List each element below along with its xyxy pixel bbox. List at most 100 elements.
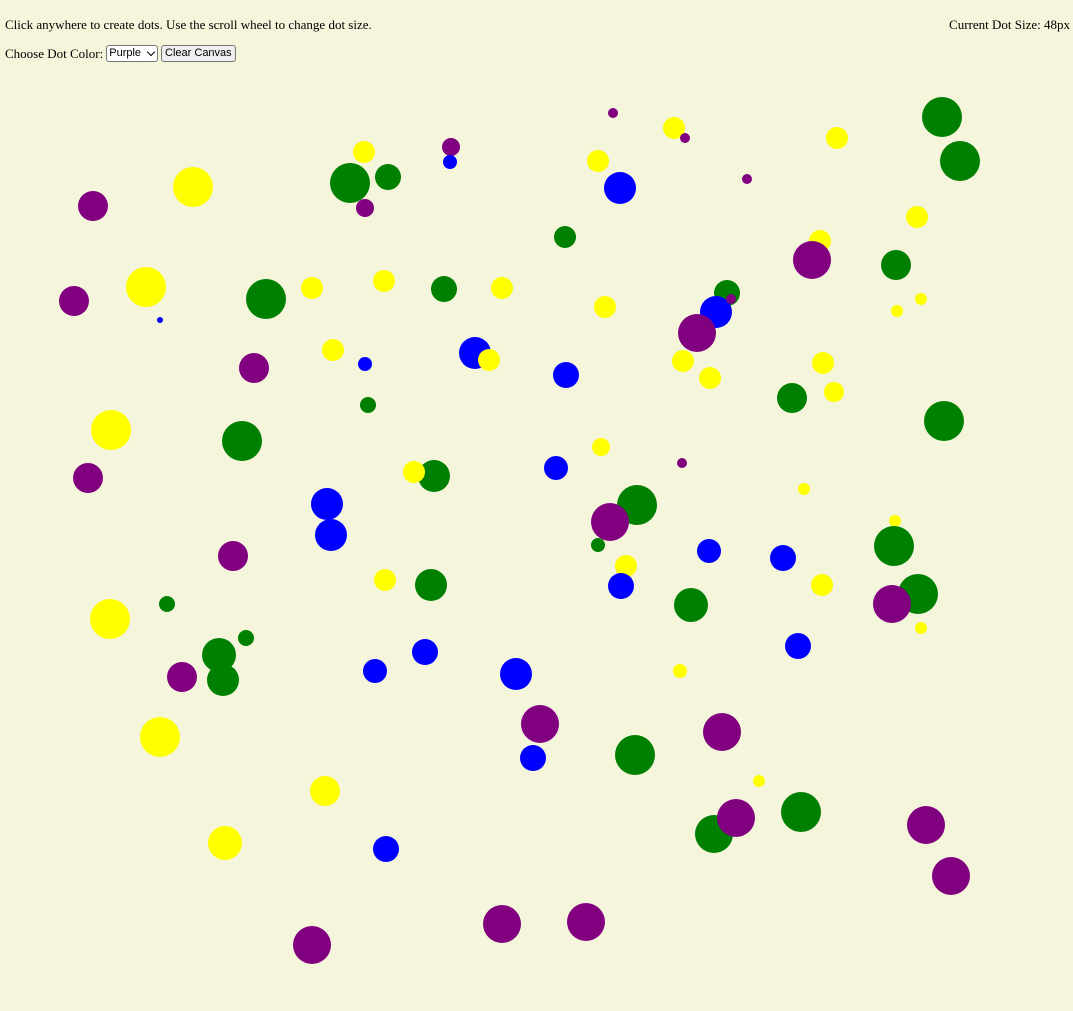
dot-size-label: Current Dot Size:: [949, 17, 1044, 32]
blue-dot: [553, 362, 579, 388]
yellow-dot: [91, 410, 131, 450]
blue-dot: [373, 836, 399, 862]
yellow-dot: [353, 141, 375, 163]
purple-dot: [703, 713, 741, 751]
green-dot: [940, 141, 980, 181]
purple-dot: [521, 705, 559, 743]
purple-dot: [793, 241, 831, 279]
blue-dot: [697, 539, 721, 563]
green-dot: [202, 638, 236, 672]
purple-dot: [356, 199, 374, 217]
blue-dot: [500, 658, 532, 690]
purple-dot: [932, 857, 970, 895]
purple-dot: [567, 903, 605, 941]
blue-dot: [520, 745, 546, 771]
green-dot: [360, 397, 376, 413]
purple-dot: [239, 353, 269, 383]
purple-dot: [78, 191, 108, 221]
yellow-dot: [140, 717, 180, 757]
blue-dot: [315, 519, 347, 551]
yellow-dot: [322, 339, 344, 361]
purple-dot: [442, 138, 460, 156]
yellow-dot: [173, 167, 213, 207]
purple-dot: [73, 463, 103, 493]
yellow-dot: [208, 826, 242, 860]
purple-dot: [717, 799, 755, 837]
clear-canvas-button[interactable]: Clear Canvas: [161, 45, 236, 62]
green-dot: [246, 279, 286, 319]
yellow-dot: [826, 127, 848, 149]
yellow-dot: [753, 775, 765, 787]
purple-dot: [591, 503, 629, 541]
yellow-dot: [889, 515, 901, 527]
blue-dot: [544, 456, 568, 480]
dot-size-value: 48px: [1044, 17, 1070, 32]
yellow-dot: [811, 574, 833, 596]
yellow-dot: [891, 305, 903, 317]
green-dot: [431, 276, 457, 302]
green-dot: [330, 163, 370, 203]
purple-dot: [742, 174, 752, 184]
purple-dot: [59, 286, 89, 316]
green-dot: [375, 164, 401, 190]
green-dot: [415, 569, 447, 601]
yellow-dot: [592, 438, 610, 456]
green-dot: [554, 226, 576, 248]
green-dot: [781, 792, 821, 832]
purple-dot: [677, 458, 687, 468]
blue-dot: [358, 357, 372, 371]
green-dot: [418, 460, 450, 492]
blue-dot: [311, 488, 343, 520]
yellow-dot: [915, 622, 927, 634]
green-dot: [777, 383, 807, 413]
blue-dot: [157, 317, 163, 323]
controls-bar: Choose Dot Color: Purple Clear Canvas: [5, 45, 236, 62]
dot-color-select[interactable]: Purple: [106, 45, 159, 62]
blue-dot: [770, 545, 796, 571]
purple-dot: [218, 541, 248, 571]
blue-dot: [604, 172, 636, 204]
yellow-dot: [491, 277, 513, 299]
yellow-dot: [587, 150, 609, 172]
green-dot: [207, 664, 239, 696]
yellow-dot: [373, 270, 395, 292]
green-dot: [922, 97, 962, 137]
yellow-dot: [812, 352, 834, 374]
yellow-dot: [699, 367, 721, 389]
instructions-text: Click anywhere to create dots. Use the s…: [5, 17, 372, 32]
blue-dot: [363, 659, 387, 683]
yellow-dot: [478, 349, 500, 371]
yellow-dot: [374, 569, 396, 591]
purple-dot: [167, 662, 197, 692]
yellow-dot: [663, 117, 685, 139]
blue-dot: [785, 633, 811, 659]
green-dot: [615, 735, 655, 775]
purple-dot: [680, 133, 690, 143]
purple-dot: [726, 294, 736, 304]
blue-dot: [412, 639, 438, 665]
yellow-dot: [126, 267, 166, 307]
yellow-dot: [310, 776, 340, 806]
green-dot: [238, 630, 254, 646]
yellow-dot: [672, 350, 694, 372]
green-dot: [881, 250, 911, 280]
blue-dot: [443, 155, 457, 169]
yellow-dot: [301, 277, 323, 299]
yellow-dot: [824, 382, 844, 402]
yellow-dot: [615, 555, 637, 577]
green-dot: [924, 401, 964, 441]
yellow-dot: [906, 206, 928, 228]
green-dot: [674, 588, 708, 622]
blue-dot: [608, 573, 634, 599]
yellow-dot: [673, 664, 687, 678]
yellow-dot: [403, 461, 425, 483]
yellow-dot: [594, 296, 616, 318]
color-label: Choose Dot Color:: [5, 45, 104, 61]
purple-dot: [293, 926, 331, 964]
dot-color-selected-value: Purple: [109, 47, 142, 59]
purple-dot: [873, 585, 911, 623]
purple-dot: [907, 806, 945, 844]
yellow-dot: [798, 483, 810, 495]
purple-dot: [608, 108, 618, 118]
